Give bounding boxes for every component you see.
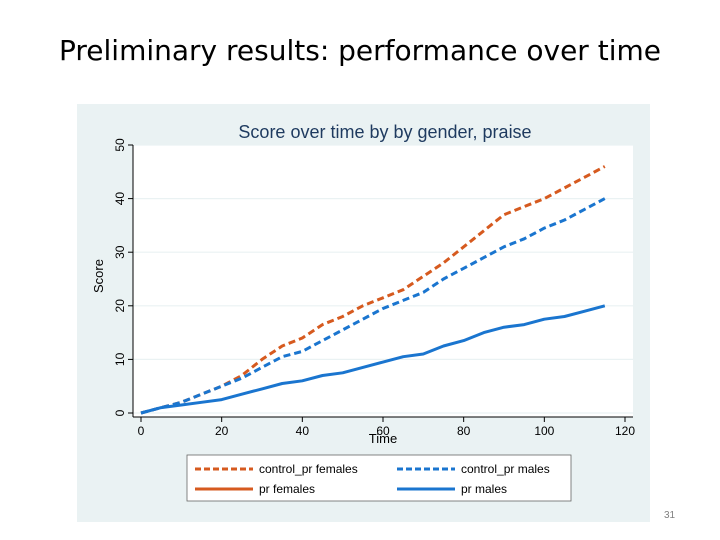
x-tick-label: 40 — [296, 424, 310, 438]
y-axis-label: Score — [91, 259, 106, 293]
x-tick-label: 20 — [215, 424, 229, 438]
y-tick-label: 30 — [113, 245, 127, 259]
x-tick-label: 60 — [376, 424, 390, 438]
slide-title: Preliminary results: performance over ti… — [59, 34, 661, 67]
y-tick-label: 0 — [113, 409, 127, 416]
y-tick-label: 40 — [113, 192, 127, 206]
legend-label-pr-males: pr males — [461, 482, 507, 496]
series-line-control-pr-males — [140, 197, 606, 415]
plot-area — [133, 145, 633, 417]
x-tick-label: 120 — [615, 424, 635, 438]
legend-label-pr-females: pr females — [259, 482, 315, 496]
x-tick-label: 100 — [534, 424, 554, 438]
y-tick-label: 10 — [113, 352, 127, 366]
y-tick-label: 20 — [113, 299, 127, 313]
slide-number: 31 — [664, 510, 676, 521]
series-line-pr-males — [140, 304, 606, 415]
line-chart: Score over time by by gender, praise Tim… — [91, 122, 635, 502]
chart-panel: Score over time by by gender, praise Tim… — [77, 104, 650, 522]
x-axis-label: Time — [369, 431, 397, 446]
legend-box — [186, 454, 572, 502]
x-tick-label: 80 — [457, 424, 471, 438]
legend-label-control-pr-males: control_pr males — [461, 462, 550, 476]
x-tick-label: 0 — [138, 424, 145, 438]
chart-title: Score over time by by gender, praise — [238, 122, 531, 142]
y-tick-label: 50 — [113, 138, 127, 152]
legend-label-control-pr-females: control_pr females — [259, 462, 358, 476]
